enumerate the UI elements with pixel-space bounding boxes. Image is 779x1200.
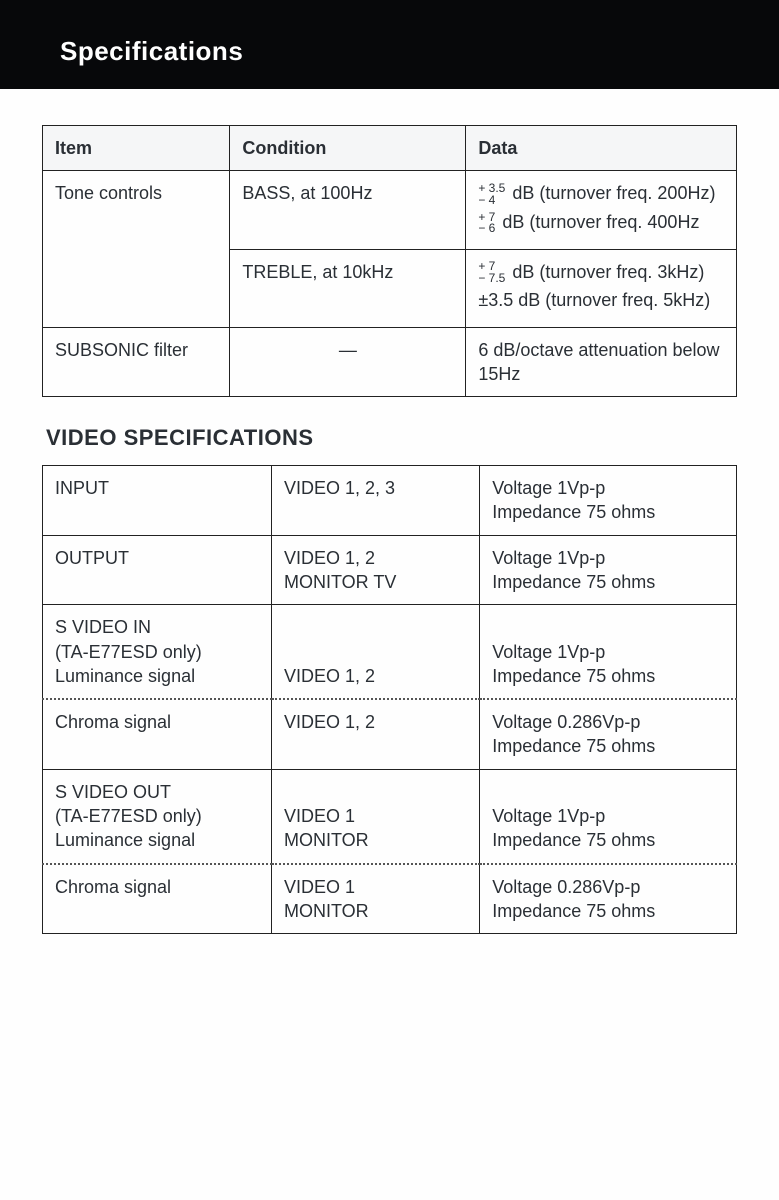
tol-bot: − 4 [478,195,505,206]
cell-item: S VIDEO OUT(TA-E77ESD only)Luminance sig… [43,769,272,863]
page-header: Specifications [0,0,779,89]
row-output: OUTPUT VIDEO 1, 2MONITOR TV Voltage 1Vp-… [43,535,737,605]
cell-item: S VIDEO IN(TA-E77ESD only)Luminance sign… [43,605,272,699]
cell-data: Voltage 1Vp-pImpedance 75 ohms [480,535,737,605]
cell-mid: VIDEO 1, 2 [272,699,480,769]
cell-item: INPUT [43,466,272,536]
table-header-row: Item Condition Data [43,126,737,171]
cell-data: + 7 − 7.5 dB (turnover freq. 3kHz) ±3.5 … [466,249,737,327]
cell-data: + 3.5 − 4 dB (turnover freq. 200Hz) + 7 … [466,171,737,249]
col-condition: Condition [230,126,466,171]
row-svideo-out-chroma: Chroma signal VIDEO 1MONITOR Voltage 0.2… [43,864,737,934]
row-tone-bass: Tone controls BASS, at 100Hz + 3.5 − 4 d… [43,171,737,249]
tolerance-icon: + 7 − 6 [478,212,495,235]
tol-plain: ±3.5 dB (turnover freq. 5kHz) [478,288,724,312]
cell-data: Voltage 1Vp-pImpedance 75 ohms [480,769,737,863]
cell-data: Voltage 0.286Vp-pImpedance 75 ohms [480,864,737,934]
cell-condition: TREBLE, at 10kHz [230,249,466,327]
page-body: Item Condition Data Tone controls BASS, … [0,89,779,974]
video-section-title: VIDEO SPECIFICATIONS [46,425,737,451]
cell-mid: VIDEO 1MONITOR [272,864,480,934]
tolerance-icon: + 3.5 − 4 [478,183,505,206]
tol-tail: dB (turnover freq. 400Hz [497,212,699,232]
cell-mid: VIDEO 1, 2, 3 [272,466,480,536]
specs-table-video: INPUT VIDEO 1, 2, 3 Voltage 1Vp-pImpedan… [42,465,737,934]
row-svideo-in-lum: S VIDEO IN(TA-E77ESD only)Luminance sign… [43,605,737,699]
cell-mid: VIDEO 1, 2MONITOR TV [272,535,480,605]
tolerance-icon: + 7 − 7.5 [478,261,505,284]
cell-mid: VIDEO 1, 2 [272,605,480,699]
cell-data: Voltage 1Vp-pImpedance 75 ohms [480,466,737,536]
cell-condition: — [230,327,466,397]
col-data: Data [466,126,737,171]
row-input: INPUT VIDEO 1, 2, 3 Voltage 1Vp-pImpedan… [43,466,737,536]
cell-mid: VIDEO 1MONITOR [272,769,480,863]
tol-tail: dB (turnover freq. 200Hz) [507,183,715,203]
col-item: Item [43,126,230,171]
page-title: Specifications [60,36,243,66]
row-subsonic: SUBSONIC filter — 6 dB/octave attenuatio… [43,327,737,397]
tol-bot: − 7.5 [478,273,505,284]
cell-item: SUBSONIC filter [43,327,230,397]
tol-bot: − 6 [478,223,495,234]
tol-tail: dB (turnover freq. 3kHz) [507,262,704,282]
cell-item: Tone controls [43,171,230,327]
cell-item: Chroma signal [43,699,272,769]
cell-data: Voltage 1Vp-pImpedance 75 ohms [480,605,737,699]
em-dash-icon: — [242,338,453,362]
cell-condition: BASS, at 100Hz [230,171,466,249]
cell-data: 6 dB/octave attenuation below 15Hz [466,327,737,397]
cell-item: OUTPUT [43,535,272,605]
row-svideo-in-chroma: Chroma signal VIDEO 1, 2 Voltage 0.286Vp… [43,699,737,769]
row-svideo-out-lum: S VIDEO OUT(TA-E77ESD only)Luminance sig… [43,769,737,863]
cell-data: Voltage 0.286Vp-pImpedance 75 ohms [480,699,737,769]
specs-table-audio: Item Condition Data Tone controls BASS, … [42,125,737,397]
cell-item: Chroma signal [43,864,272,934]
